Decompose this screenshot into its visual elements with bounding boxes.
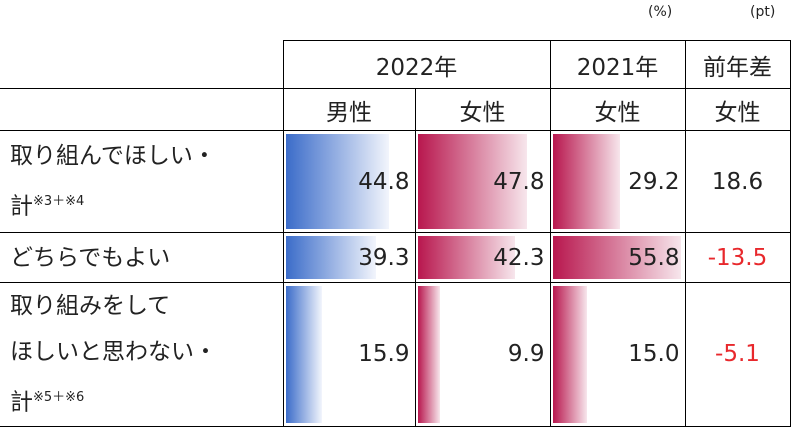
gender-header: 男性 [282, 88, 416, 131]
value-text: 9.9 [507, 341, 545, 368]
value-text: 15.9 [358, 341, 410, 368]
data-bar [417, 236, 515, 279]
table-row: どちらでもよい 39.3 42.3 55.8 -13.5 [0, 232, 791, 283]
data-bar [285, 134, 389, 229]
value-cell: 55.8 [549, 232, 686, 283]
data-bar [417, 286, 441, 423]
row-label-line: 取り組んでほしい・ [10, 143, 216, 170]
value-text: 55.8 [628, 244, 680, 271]
value-cell: 47.8 [414, 130, 551, 233]
row-label-line: どちらでもよい [10, 244, 171, 271]
data-bar [552, 286, 587, 423]
blank-cell [0, 40, 284, 89]
row-label-line: 取り組みをして [10, 293, 171, 319]
data-bar [552, 236, 681, 279]
row-label: 取り組んでほしい・ 計※3＋※4 [0, 130, 284, 233]
value-cell: -5.1 [684, 282, 791, 427]
year-header: 2022年 [282, 40, 551, 89]
row-label-line: 計 [10, 389, 33, 416]
gender-header: 女性 [549, 88, 686, 131]
row-label: どちらでもよい [0, 232, 284, 283]
value-text: -13.5 [707, 244, 768, 271]
value-cell: -13.5 [684, 232, 791, 283]
unit-label: (%) [648, 4, 673, 20]
row-label: 取り組みをしてほしいと思わない・ 計※5＋※6 [0, 282, 284, 427]
value-cell: 39.3 [282, 232, 416, 283]
value-cell: 42.3 [414, 232, 551, 283]
data-bar [285, 236, 376, 279]
year-header: 2021年 [549, 40, 686, 89]
value-text: 42.3 [493, 244, 545, 271]
year-header: 前年差 [684, 40, 791, 89]
data-table: 2022年 2021年 前年差 男性 女性 女性 女性 取り組んでほしい・ 計※3… [0, 40, 791, 427]
table-row: 取り組んでほしい・ 計※3＋※4 44.8 47.8 29.2 18.6 [0, 130, 791, 233]
value-text: 47.8 [493, 168, 545, 195]
gender-header: 女性 [414, 88, 551, 131]
value-text: 44.8 [358, 168, 410, 195]
value-cell: 15.0 [549, 282, 686, 427]
value-cell: 29.2 [549, 130, 686, 233]
value-cell: 15.9 [282, 282, 416, 427]
value-cell: 44.8 [282, 130, 416, 233]
unit-label: (pt) [750, 4, 776, 20]
blank-cell [0, 88, 284, 131]
table-row: 取り組みをしてほしいと思わない・ 計※5＋※6 15.9 9.9 15.0 -5.1 [0, 282, 791, 427]
value-text: 18.6 [711, 168, 764, 195]
value-text: 29.2 [628, 168, 680, 195]
data-bar [285, 286, 323, 423]
footnote-ref: ※5＋※6 [33, 390, 85, 405]
value-text: -5.1 [715, 341, 760, 368]
row-label-line: 計 [10, 193, 33, 220]
value-cell: 18.6 [684, 130, 791, 233]
value-text: 15.0 [628, 341, 680, 368]
data-bar [552, 134, 620, 229]
value-cell: 9.9 [414, 282, 551, 427]
gender-header: 女性 [684, 88, 791, 131]
value-text: 39.3 [358, 244, 410, 271]
row-label-line: ほしいと思わない・ [10, 339, 217, 365]
footnote-ref: ※3＋※4 [33, 194, 85, 210]
data-bar [417, 134, 528, 229]
